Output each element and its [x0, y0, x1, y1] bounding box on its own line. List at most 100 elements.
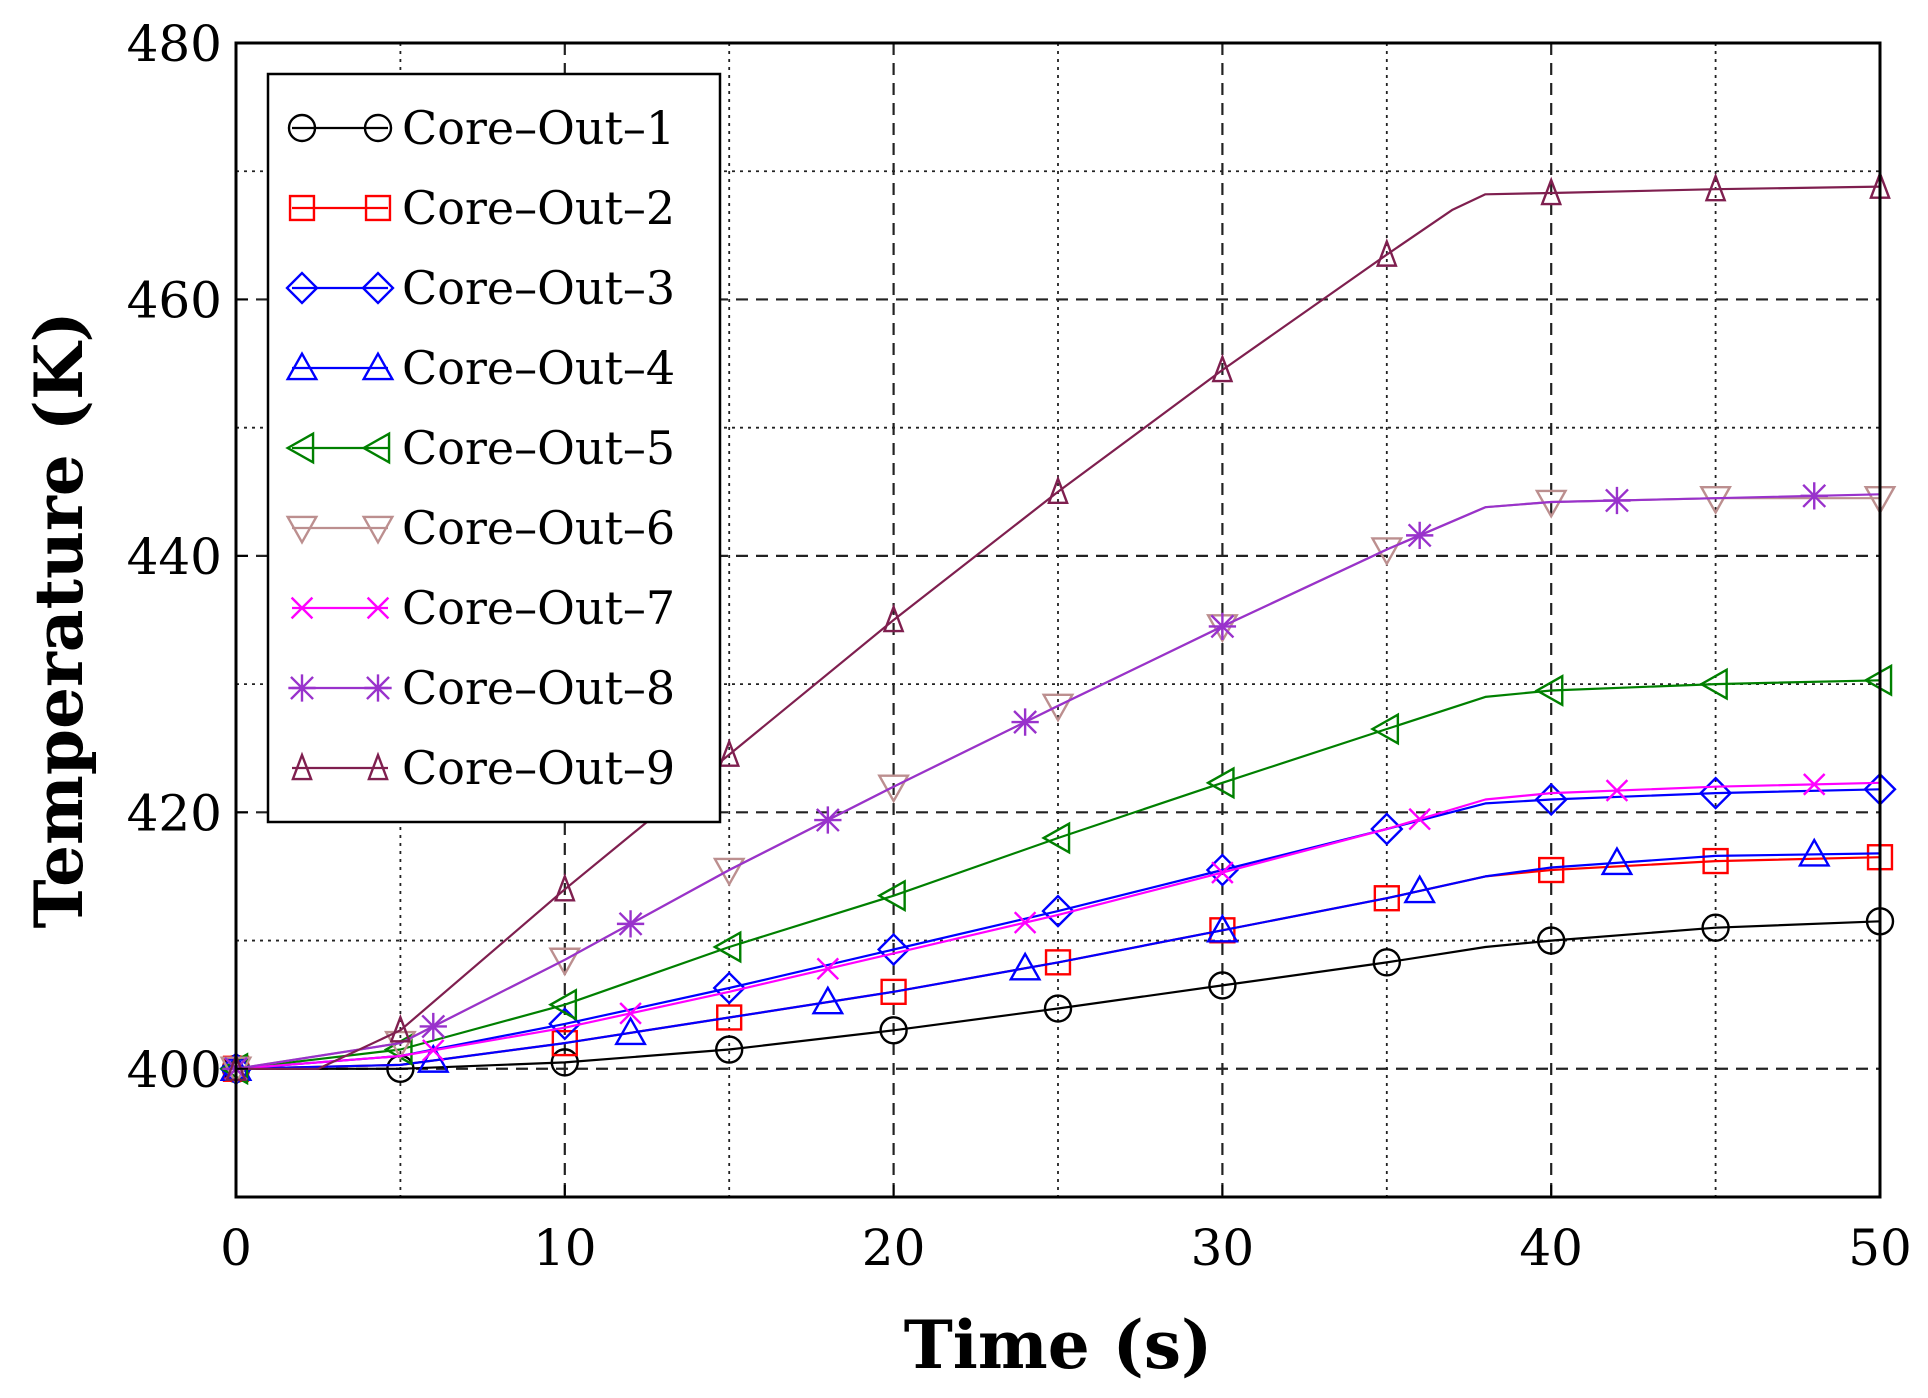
y-tick-label: 400 — [127, 1041, 222, 1099]
data-point-marker — [712, 930, 742, 964]
data-point-marker — [1375, 238, 1398, 267]
data-point-marker — [1047, 475, 1069, 505]
data-point-marker — [1370, 812, 1404, 846]
legend-entry: Core–Out–6 — [285, 501, 675, 555]
data-point-marker — [1698, 667, 1728, 701]
data-point-marker — [363, 113, 393, 143]
series-group — [219, 837, 1881, 1082]
legend-label: Core–Out–3 — [402, 261, 675, 315]
data-point-marker — [1205, 766, 1235, 800]
data-point-marker — [1800, 482, 1828, 510]
data-point-marker — [1008, 951, 1042, 981]
data-point-marker — [1211, 861, 1234, 884]
data-point-marker — [285, 271, 319, 305]
data-point-marker — [1205, 853, 1240, 887]
data-point-marker — [1534, 674, 1564, 707]
y-tick-label: 480 — [127, 15, 222, 73]
y-tick-label: 420 — [127, 784, 222, 842]
data-point-marker — [1408, 807, 1431, 831]
data-point-marker — [288, 194, 316, 222]
data-point-marker — [1041, 821, 1071, 855]
y-axis-title: Temperature (K) — [20, 311, 98, 928]
data-point-marker — [364, 674, 392, 702]
data-point-marker — [1208, 612, 1237, 641]
data-point-marker — [1536, 926, 1566, 955]
data-point-marker — [1403, 874, 1437, 904]
data-point-marker — [1701, 913, 1730, 942]
data-point-marker — [548, 988, 578, 1022]
series-line — [236, 920, 1881, 1070]
data-point-marker — [614, 1016, 647, 1046]
data-point-marker — [718, 738, 741, 767]
legend-label: Core–Out–1 — [402, 101, 675, 155]
data-point-marker — [1603, 486, 1631, 515]
data-point-marker — [1863, 663, 1893, 697]
legend-label: Core–Out–5 — [402, 421, 675, 475]
data-point-marker — [1011, 708, 1039, 736]
plot-frame — [234, 41, 1882, 1199]
data-point-marker — [366, 596, 390, 620]
data-point-marker — [361, 271, 395, 305]
data-point-marker — [389, 1013, 412, 1043]
x-tick-label: 10 — [533, 1219, 597, 1277]
data-point-marker — [1406, 521, 1434, 550]
data-point-marker — [876, 879, 906, 913]
data-point-marker — [1041, 894, 1075, 928]
data-point-marker — [285, 431, 315, 465]
legend-label: Core–Out–4 — [402, 341, 675, 395]
data-point-marker — [1372, 948, 1402, 977]
data-point-marker — [1206, 913, 1239, 943]
data-point-marker — [1370, 712, 1400, 746]
data-point-marker — [816, 957, 840, 981]
series-line — [235, 781, 1881, 1070]
legend-entry: Core–Out–1 — [287, 101, 675, 155]
legend: Core–Out–1 Core–Out–2 Core–Out–3 Core–Out–4… — [266, 72, 722, 824]
legend-entry: Core–Out–4 — [285, 341, 675, 395]
series-group — [219, 663, 1893, 1086]
data-point-marker — [616, 910, 645, 938]
data-point-marker — [1802, 773, 1826, 796]
x-axis-title: Time (s) — [904, 1306, 1213, 1384]
data-point-marker — [879, 1016, 908, 1045]
legend-label: Core–Out–2 — [402, 181, 675, 235]
series-line — [236, 185, 1881, 1070]
data-point-marker — [716, 1004, 743, 1031]
data-point-marker — [1208, 971, 1237, 1000]
series-line — [235, 679, 1881, 1070]
data-point-marker — [361, 431, 391, 465]
data-point-marker — [361, 515, 395, 545]
data-point-marker — [1704, 172, 1727, 202]
legend-entry: Core–Out–2 — [288, 181, 675, 235]
data-point-marker — [1600, 846, 1634, 876]
data-point-marker — [619, 1002, 642, 1025]
data-point-marker — [367, 751, 389, 781]
data-point-marker — [880, 978, 907, 1006]
legend-entry: Core–Out–8 — [288, 661, 675, 715]
data-point-marker — [287, 113, 317, 143]
legend-entry: Core–Out–9 — [291, 741, 675, 795]
data-point-marker — [553, 872, 576, 902]
data-point-marker — [1540, 176, 1563, 206]
y-tick-label: 460 — [127, 271, 222, 329]
data-point-marker — [285, 351, 319, 381]
data-point-marker — [877, 774, 910, 804]
data-point-marker — [1013, 911, 1037, 934]
data-point-marker — [1702, 847, 1729, 875]
series-line — [235, 852, 1881, 1070]
data-point-marker — [1699, 485, 1732, 515]
x-tick-label: 40 — [1519, 1219, 1583, 1277]
data-point-marker — [715, 1035, 744, 1064]
data-point-marker — [419, 1012, 447, 1041]
legend-label: Core–Out–7 — [402, 581, 675, 635]
data-point-marker — [876, 932, 911, 967]
data-point-marker — [285, 515, 319, 545]
x-tick-label: 50 — [1848, 1219, 1912, 1277]
data-point-marker — [291, 751, 313, 781]
data-point-marker — [1373, 885, 1400, 912]
legend-label: Core–Out–6 — [402, 501, 675, 555]
legend-label: Core–Out–8 — [402, 661, 675, 715]
data-point-marker — [1044, 949, 1072, 976]
legend-entry: Core–Out–7 — [290, 581, 675, 635]
x-tick-label: 30 — [1191, 1219, 1255, 1277]
data-point-marker — [1370, 537, 1404, 567]
